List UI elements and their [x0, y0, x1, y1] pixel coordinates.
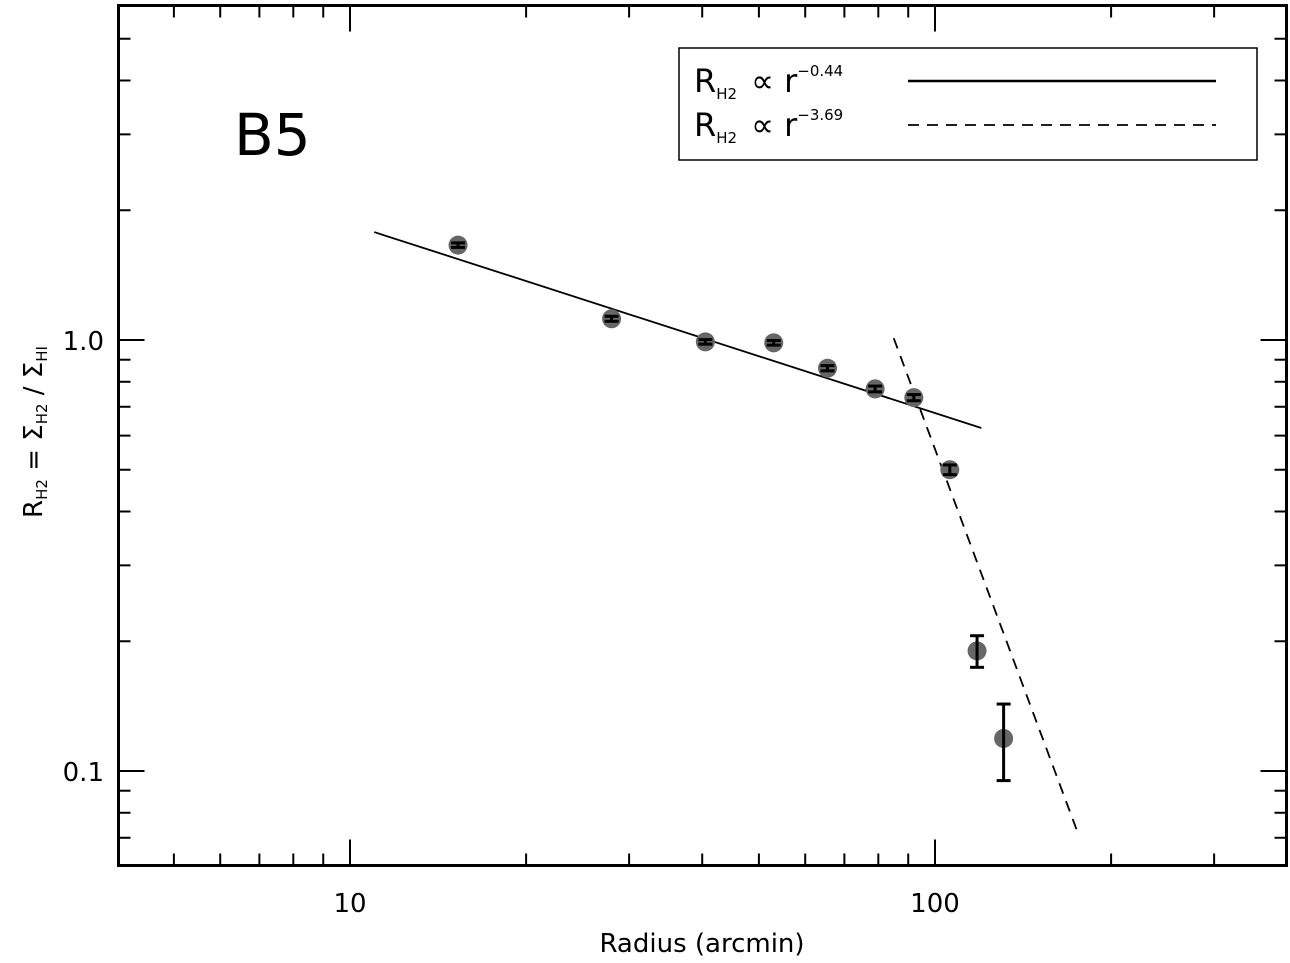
fit-line-dashed [892, 337, 1079, 832]
legend-dashed-exp: −3.69 [797, 106, 843, 124]
y-label-sub1: H2 [33, 479, 51, 500]
data-point [904, 388, 924, 408]
y-tick-label-1.0: 1.0 [63, 327, 104, 357]
data-point [695, 332, 715, 352]
legend-box [678, 47, 1258, 161]
y-tick-label-0.1: 0.1 [63, 758, 104, 788]
data-points [448, 235, 1014, 783]
legend-solid-exp: −0.44 [797, 62, 843, 80]
legend-entry-dashed-label: RH2 ∝ r−3.69 [694, 106, 843, 147]
data-point [602, 309, 622, 329]
data-point [764, 333, 784, 353]
fit-lines [373, 231, 1079, 832]
legend-solid-sub: H2 [716, 85, 737, 103]
y-label-mid2: / Σ [19, 362, 49, 404]
y-label-mid1: = Σ [19, 424, 49, 479]
legend-dashed-sub: H2 [716, 129, 737, 147]
y-axis-label: RH2 = ΣH2 / ΣHI [19, 346, 51, 518]
x-tick-label-10: 10 [333, 889, 366, 919]
x-minor-ticks [172, 5, 1216, 866]
y-label-prefix: R [19, 500, 49, 518]
y-minor-ticks [118, 37, 1287, 839]
y-label-sub2: H2 [33, 403, 51, 424]
legend-solid-rel: ∝ r [751, 62, 798, 100]
legend-dashed-rel: ∝ r [751, 106, 798, 144]
data-point [967, 634, 987, 669]
data-point [865, 379, 885, 399]
fit-line-solid [373, 231, 982, 429]
legend-entry-solid-label: RH2 ∝ r−0.44 [694, 62, 843, 103]
panel-label: B5 [234, 101, 311, 169]
data-point [940, 460, 960, 480]
data-point [448, 235, 468, 255]
data-point [818, 358, 838, 378]
legend-dashed-base: R [694, 106, 716, 144]
legend-solid-base: R [694, 62, 716, 100]
legend: RH2 ∝ r−0.44 RH2 ∝ r−3.69 [678, 47, 1258, 161]
data-point [994, 702, 1014, 783]
y-label-sub3: HI [33, 346, 51, 362]
x-tick-label-100: 100 [910, 889, 960, 919]
x-axis-label: Radius (arcmin) [599, 929, 804, 959]
